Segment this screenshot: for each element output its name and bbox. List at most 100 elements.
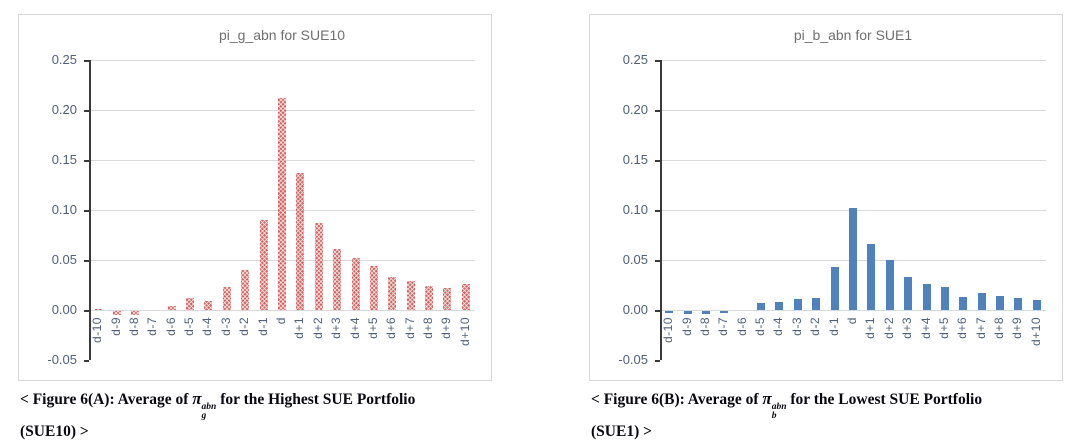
x-axis-label-d-3: d-3 <box>789 317 804 336</box>
y-axis-label: 0.25 <box>51 52 77 67</box>
x-axis-label-d-6: d-6 <box>734 317 749 336</box>
x-axis-label-d-5: d-5 <box>182 317 197 336</box>
x-axis-label-d+4: d+4 <box>347 317 362 339</box>
bar-d+10 <box>1032 300 1041 310</box>
x-axis-label-d-1: d-1 <box>255 317 270 336</box>
bar-d-10 <box>665 311 674 313</box>
caption-text-suffix: for the Lowest SUE Portfolio <box>786 391 983 408</box>
bar-d+6 <box>959 297 968 310</box>
y-axis-tick <box>84 110 89 112</box>
y-axis-label: 0.05 <box>51 252 77 267</box>
pi-symbol: π <box>192 389 202 408</box>
gridline <box>89 60 475 61</box>
bar-d <box>849 208 857 310</box>
plot-area: 0.25 0.20 0.15 0.10 0.05 0.00 -0.05 d-10 d-9 d-8 d… <box>590 15 1062 380</box>
bar-d-8 <box>701 311 710 314</box>
bar-d-4 <box>204 301 213 310</box>
y-axis-tick <box>84 260 89 262</box>
bar-d+4 <box>922 284 931 310</box>
y-axis-tick <box>84 360 89 362</box>
bar-d-5 <box>186 298 195 310</box>
caption-line2: (SUE1) > <box>591 423 652 440</box>
y-axis-tick <box>655 210 660 212</box>
x-axis-label-d+9: d+9 <box>439 317 454 339</box>
x-axis-label-d-6: d-6 <box>163 317 178 336</box>
gridline <box>660 160 1046 161</box>
y-axis-label: 0.20 <box>622 102 648 117</box>
pi-superscript: abn <box>201 402 217 412</box>
caption-text-prefix: < Figure 6(A): Average of <box>20 391 193 408</box>
x-axis-label-d-8: d-8 <box>697 317 712 336</box>
figure-6b: pi_b_abn for SUE1 0.25 0.20 0.15 0.10 0.05 0.… <box>589 14 1063 440</box>
x-axis-label-d+8: d+8 <box>992 317 1007 339</box>
bar-d-9 <box>112 311 121 315</box>
bar-d+7 <box>406 281 415 310</box>
bar-d-7 <box>720 311 729 313</box>
y-axis-tick <box>655 310 660 312</box>
x-axis-label-d-7: d-7 <box>716 317 731 336</box>
bar-d-10 <box>94 309 103 310</box>
x-axis-label-d-7: d-7 <box>145 317 160 336</box>
y-axis-label: 0.05 <box>622 252 648 267</box>
bar-d+8 <box>996 296 1005 310</box>
y-axis-label: 0.20 <box>51 102 77 117</box>
y-axis-label: 0.15 <box>622 152 648 167</box>
pi-symbol: π <box>762 389 772 408</box>
bar-d-1 <box>259 220 268 310</box>
x-axis-label-d+7: d+7 <box>402 317 417 339</box>
y-axis-tick <box>655 110 660 112</box>
y-axis-tick <box>655 260 660 262</box>
figure-6a: pi_g_abn for SUE10 0.25 0.20 0.15 0.10 0.05 0… <box>18 14 492 440</box>
x-axis-label-d+8: d+8 <box>421 317 436 339</box>
x-axis-label-d+6: d+6 <box>384 317 399 339</box>
bar-d+5 <box>369 266 378 310</box>
x-axis-label-d+2: d+2 <box>310 317 325 339</box>
caption-line2: (SUE10) > <box>20 423 89 440</box>
y-axis-label: -0.05 <box>47 352 77 367</box>
x-axis-label-d-1: d-1 <box>826 317 841 336</box>
pi-superscript: abn <box>771 402 787 412</box>
bar-d+3 <box>333 249 342 310</box>
y-axis-tick <box>655 60 660 62</box>
x-axis-label-d+5: d+5 <box>365 317 380 339</box>
y-axis-label: 0.00 <box>51 302 77 317</box>
pi-supsub: abn b <box>771 402 787 421</box>
x-axis-label-d+9: d+9 <box>1010 317 1025 339</box>
x-axis-label-d+1: d+1 <box>292 317 307 339</box>
x-axis-label-d+3: d+3 <box>900 317 915 339</box>
y-axis-label: 0.25 <box>622 52 648 67</box>
bar-d+7 <box>977 293 986 310</box>
x-axis-label-d+10: d+10 <box>1028 317 1043 347</box>
x-axis-label-d+6: d+6 <box>955 317 970 339</box>
x-axis-label-d: d <box>845 317 859 325</box>
figure-caption: < Figure 6(A): Average of π abn g for the … <box>20 388 506 441</box>
bar-d+8 <box>425 286 434 310</box>
x-axis-label-d+1: d+1 <box>863 317 878 339</box>
x-axis-label-d+2: d+2 <box>881 317 896 339</box>
x-axis-label-d-2: d-2 <box>808 317 823 336</box>
x-axis-label-d: d <box>274 317 288 325</box>
y-axis-label: 0.00 <box>622 302 648 317</box>
y-axis-label: -0.05 <box>618 352 648 367</box>
figure-caption: < Figure 6(B): Average of π abn b for the … <box>591 388 1074 441</box>
y-axis-tick <box>84 310 89 312</box>
x-axis-label-d-10: d-10 <box>661 317 676 344</box>
bar-d-4 <box>775 302 784 310</box>
plot-area: 0.25 0.20 0.15 0.10 0.05 0.00 -0.05 d-10 d-9 d-8 d… <box>19 15 491 380</box>
bar-d+1 <box>867 244 876 310</box>
chart-pi-b-abn-sue1: pi_b_abn for SUE1 0.25 0.20 0.15 0.10 0.05 0.… <box>589 14 1063 381</box>
x-axis-label-d+5: d+5 <box>936 317 951 339</box>
x-axis-label-d-3: d-3 <box>218 317 233 336</box>
bar-d-8 <box>130 311 139 315</box>
x-axis-label-d-4: d-4 <box>200 317 215 336</box>
pi-subscript: b <box>771 411 777 421</box>
x-axis-label-d+7: d+7 <box>973 317 988 339</box>
x-axis-label-d-2: d-2 <box>237 317 252 336</box>
bar-d-1 <box>830 267 839 310</box>
bar-d+2 <box>314 223 323 310</box>
bar-d+9 <box>443 288 452 310</box>
y-axis-tick <box>84 60 89 62</box>
bar-d+2 <box>885 260 894 310</box>
bar-d+9 <box>1014 298 1023 310</box>
x-axis-label-d-9: d-9 <box>679 317 694 336</box>
